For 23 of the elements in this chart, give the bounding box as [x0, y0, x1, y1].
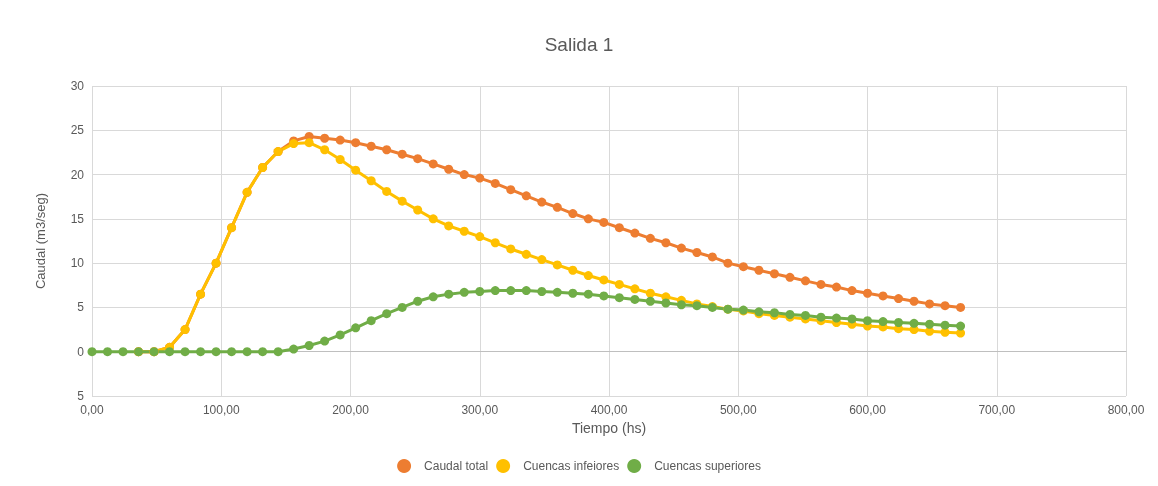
y-tick-label: 25: [70, 123, 85, 138]
y-axis-title: Caudal (m3/seg): [33, 192, 48, 290]
legend-label: Cuencas superiores: [654, 459, 761, 473]
chart-title: Salida 1: [544, 34, 614, 55]
y-tick-label: 15: [70, 211, 85, 226]
x-tick-label: 700,00: [978, 403, 1016, 417]
x-tick-label: 0,00: [80, 403, 104, 417]
y-tick-label: 20: [70, 167, 85, 182]
x-tick-label: 400,00: [590, 403, 628, 417]
legend-label: Cuencas infeiores: [523, 459, 620, 473]
y-tick-label: 5: [77, 389, 85, 403]
x-tick-label: 300,00: [461, 403, 499, 417]
legend-label: Caudal total: [424, 459, 489, 473]
x-tick-label: 500,00: [719, 403, 757, 417]
y-tick-label: 5: [77, 300, 85, 315]
x-tick-label: 100,00: [202, 403, 240, 417]
x-tick-label: 800,00: [1107, 403, 1145, 417]
y-tick-label: 10: [70, 256, 85, 271]
y-tick-label: 30: [70, 79, 85, 93]
y-tick-label: 0: [77, 344, 85, 359]
x-tick-label: 200,00: [332, 403, 370, 417]
x-axis-title: Tiempo (hs): [571, 419, 647, 436]
x-tick-label: 600,00: [849, 403, 887, 417]
